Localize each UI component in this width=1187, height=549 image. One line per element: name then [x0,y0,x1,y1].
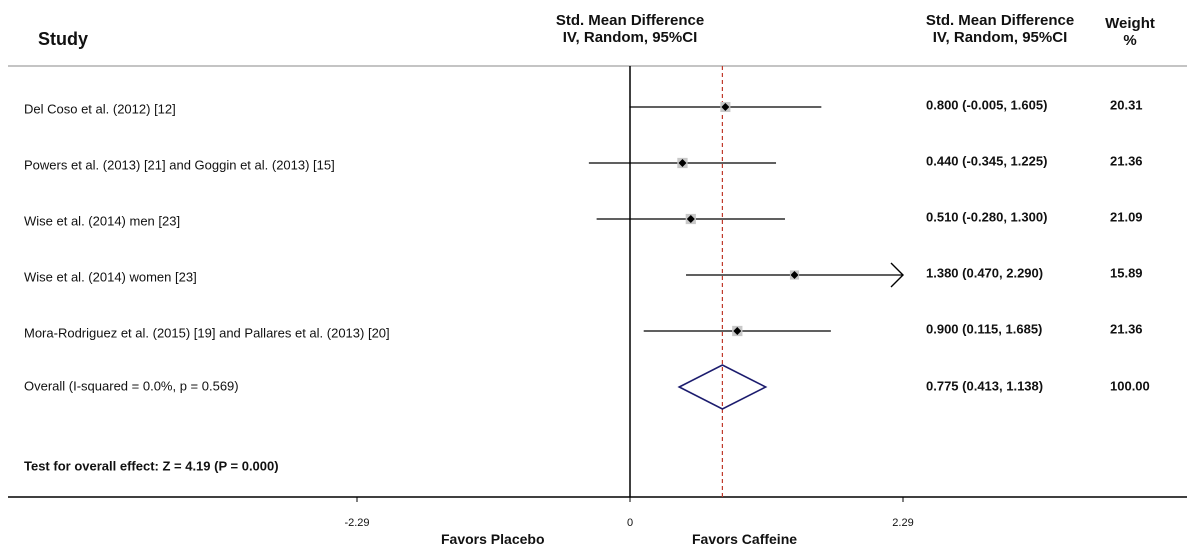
study-ci-value: 0.510 (-0.280, 1.300) [926,209,1048,225]
study-ci-value: 0.440 (-0.345, 1.225) [926,153,1048,169]
point-estimate-marker [721,103,730,111]
study-weight-value: 21.36 [1110,153,1143,169]
header-smd-column: Std. Mean Difference IV, Random, 95%CI [880,12,1120,46]
study-weight-value: 15.89 [1110,265,1143,281]
study-ci-value: 0.800 (-0.005, 1.605) [926,97,1048,113]
x-tick-label: -2.29 [344,517,370,529]
x-tick-label: 0 [626,517,634,529]
header-smd-plot: Std. Mean Difference IV, Random, 95%CI [520,12,740,46]
overall-label: Overall (I-squared = 0.0%, p = 0.569) [24,378,239,394]
study-ci-value: 1.380 (0.470, 2.290) [926,265,1044,281]
header-smd-plot-line2: IV, Random, 95%CI [562,29,698,46]
study-label: Powers et al. (2013) [21] and Goggin et … [24,157,335,173]
ci-truncation-arrow [890,262,904,288]
study-label: Del Coso et al. (2012) [12] [24,101,176,117]
header-study: Study [38,29,89,49]
point-estimate-marker [733,327,742,335]
point-estimate-marker [790,271,799,279]
study-weight-value: 20.31 [1110,97,1143,113]
header-smd-column-line1: Std. Mean Difference [925,12,1075,29]
study-label: Wise et al. (2014) men [23] [24,213,181,229]
header-smd-plot-line1: Std. Mean Difference [555,12,705,29]
study-label: Mora-Rodriguez et al. (2015) [19] and Pa… [24,325,390,341]
study-label: Wise et al. (2014) women [23] [24,269,197,285]
study-ci-value: 0.900 (0.115, 1.685) [926,321,1043,337]
study-weight-value: 21.09 [1110,209,1143,225]
header-weight-line2: % [1123,32,1137,49]
favors-caffeine-label: Favors Caffeine [692,531,798,547]
study-weight-value: 21.36 [1110,321,1143,337]
header-weight-line1: Weight [1105,15,1155,32]
favors-placebo-label: Favors Placebo [441,531,545,547]
header-smd-column-line2: IV, Random, 95%CI [932,29,1068,46]
header-weight: Weight % [1092,15,1168,49]
overall-ci-value: 0.775 (0.413, 1.138) [926,378,1044,394]
overall-effect-test: Test for overall effect: Z = 4.19 (P = 0… [24,458,279,474]
point-estimate-marker [678,159,687,167]
overall-effect-diamond [677,364,768,410]
point-estimate-marker [686,215,695,223]
overall-weight-value: 100.00 [1110,378,1150,394]
x-tick-label: 2.29 [892,517,914,529]
